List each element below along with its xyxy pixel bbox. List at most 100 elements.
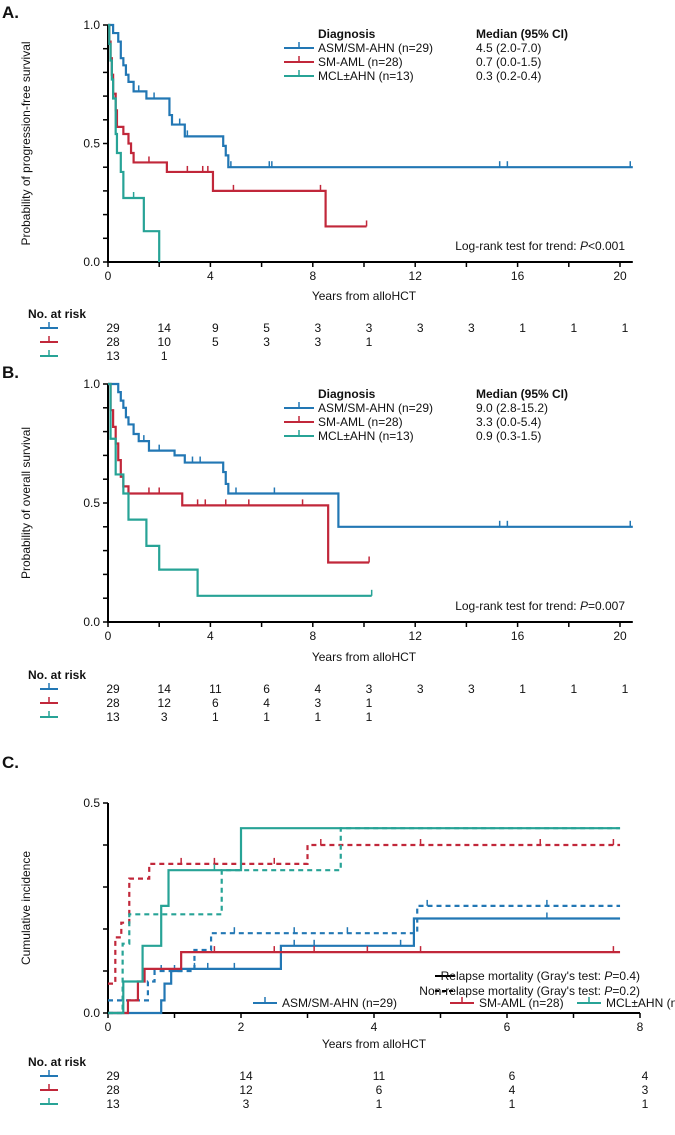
stat-p: P (580, 599, 588, 613)
y-tick-label: 1.0 (83, 377, 100, 391)
risk-count: 10 (158, 335, 172, 349)
x-tick-label: 20 (613, 629, 627, 643)
risk-count: 6 (212, 696, 219, 710)
risk-count: 6 (263, 682, 270, 696)
risk-count: 3 (314, 335, 321, 349)
x-tick-label: 12 (409, 269, 423, 283)
x-tick-label: 4 (207, 629, 214, 643)
risk-count: 4 (314, 682, 321, 696)
legend-label: ASM/SM-AHN (n=29) (282, 996, 397, 1010)
risk-count: 4 (642, 1069, 649, 1083)
x-tick-label: 0 (105, 1020, 112, 1034)
risk-count: 3 (314, 696, 321, 710)
series-line-aml-dashed (108, 843, 621, 985)
x-tick-label: 16 (511, 629, 525, 643)
risk-count: 13 (106, 710, 120, 724)
panel-a: A. 0.0 0.5 1.0 0 4 8 12 16 20 Years from alloHCT Pr… (2, 3, 633, 363)
risk-count: 1 (570, 321, 577, 335)
risk-count: 3 (366, 682, 373, 696)
legend-label: SM-AML (n=28) (318, 415, 403, 429)
risk-count: 3 (366, 321, 373, 335)
risk-count: 9 (212, 321, 219, 335)
risk-table-title: No. at risk (28, 1055, 86, 1069)
risk-count: 12 (158, 696, 172, 710)
risk-count: 6 (509, 1069, 516, 1083)
risk-count: 29 (106, 682, 120, 696)
legend-label: SM-AML (n=28) (479, 996, 564, 1010)
risk-count: 6 (376, 1083, 383, 1097)
risk-count: 29 (106, 1069, 120, 1083)
x-axis-label: Years from alloHCT (312, 650, 417, 664)
series-line-asm (108, 23, 633, 169)
risk-count: 3 (161, 710, 168, 724)
risk-count: 1 (263, 710, 270, 724)
y-tick-label: 0.5 (83, 137, 100, 151)
risk-count: 1 (519, 682, 526, 696)
x-axis-label: Years from alloHCT (312, 289, 417, 303)
risk-count: 1 (366, 696, 373, 710)
series-line-aml (108, 382, 370, 564)
legend-median: 9.0 (2.8-15.2) (476, 401, 548, 415)
stat-test: Log-rank test for trend: P=0.007 (455, 599, 625, 613)
risk-count: 3 (314, 321, 321, 335)
x-tick-label: 8 (309, 269, 316, 283)
risk-count: 14 (158, 682, 172, 696)
risk-count: 3 (468, 321, 475, 335)
risk-count: 1 (622, 321, 629, 335)
risk-count: 1 (161, 349, 168, 363)
risk-count: 3 (417, 321, 424, 335)
series-line-asm-dashed (108, 904, 621, 1002)
series-line-mcl (108, 382, 372, 597)
legend-line-label: Non-relapse mortality (Gray's test: P=0.… (419, 984, 640, 998)
risk-count: 1 (376, 1097, 383, 1111)
legend-median: 0.9 (0.3-1.5) (476, 429, 541, 443)
x-tick-label: 2 (238, 1020, 245, 1034)
x-axis-label: Years from alloHCT (322, 1037, 427, 1051)
risk-count: 11 (373, 1069, 386, 1083)
risk-count: 1 (509, 1097, 516, 1111)
risk-count: 1 (212, 710, 219, 724)
y-tick-label: 0.5 (83, 796, 100, 810)
risk-count: 28 (106, 696, 120, 710)
risk-count: 4 (263, 696, 270, 710)
legend-median: 4.5 (2.0-7.0) (476, 41, 541, 55)
legend-median-title: Median (95% CI) (476, 27, 568, 41)
risk-count: 1 (642, 1097, 649, 1111)
risk-count: 12 (239, 1083, 253, 1097)
legend-median: 0.7 (0.0-1.5) (476, 55, 541, 69)
series-line-asm (108, 917, 621, 1015)
stat-p: P (580, 239, 588, 253)
risk-table-title: No. at risk (28, 307, 86, 321)
risk-count: 4 (509, 1083, 516, 1097)
risk-count: 28 (106, 1083, 120, 1097)
series-line-mcl-dashed (108, 827, 621, 1015)
risk-count: 1 (314, 710, 321, 724)
stat-prefix: Log-rank test for trend: (455, 599, 580, 613)
risk-count: 1 (570, 682, 577, 696)
x-tick-label: 8 (637, 1020, 644, 1034)
risk-count: 3 (243, 1097, 250, 1111)
y-tick-label: 1.0 (83, 18, 100, 32)
risk-count: 1 (366, 335, 373, 349)
risk-count: 3 (417, 682, 424, 696)
legend-label: ASM/SM-AHN (n=29) (318, 401, 433, 415)
risk-count: 1 (366, 710, 373, 724)
y-axis-label: Cumulative incidence (19, 851, 33, 965)
legend-median-title: Median (95% CI) (476, 387, 568, 401)
y-tick-label: 0.5 (83, 496, 100, 510)
risk-count: 3 (263, 335, 270, 349)
x-tick-label: 0 (105, 629, 112, 643)
y-tick-label: 0.0 (83, 255, 100, 269)
x-tick-label: 20 (613, 269, 627, 283)
panel-label: A. (2, 3, 19, 22)
stat-value: <0.001 (588, 239, 625, 253)
y-tick-label: 0.0 (83, 1006, 100, 1020)
series-line-mcl (108, 23, 161, 262)
risk-count: 28 (106, 335, 120, 349)
legend-median: 0.3 (0.2-0.4) (476, 69, 541, 83)
risk-count: 5 (263, 321, 270, 335)
legend-label: MCL±AHN (n=13) (606, 996, 675, 1010)
legend-label: ASM/SM-AHN (n=29) (318, 41, 433, 55)
